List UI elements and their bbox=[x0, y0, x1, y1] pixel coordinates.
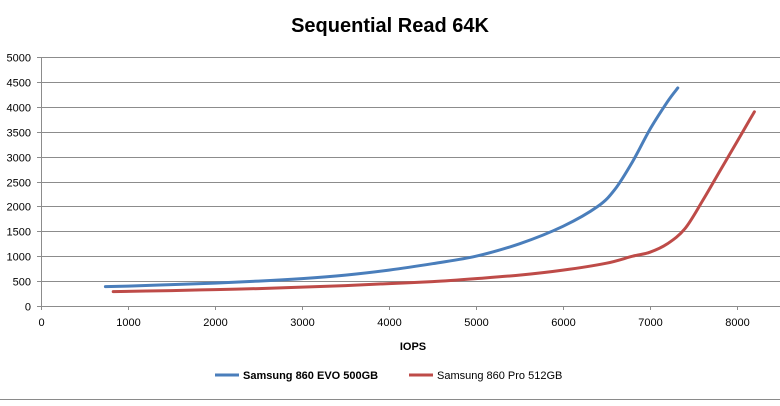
x-tick-label-0: 0 bbox=[38, 317, 44, 329]
series-line-2 bbox=[111, 110, 756, 294]
y-tick-label-3000: 3000 bbox=[7, 153, 31, 165]
axes bbox=[37, 57, 780, 310]
y-tick-label-1500: 1500 bbox=[7, 227, 31, 239]
y-tick-label-0: 0 bbox=[25, 302, 31, 314]
x-tick-label-1000: 1000 bbox=[116, 317, 140, 329]
x-tick-label-7000: 7000 bbox=[638, 317, 662, 329]
y-tick-label-500: 500 bbox=[13, 277, 31, 289]
y-tick-label-1000: 1000 bbox=[7, 252, 31, 264]
legend: Samsung 860 EVO 500GB Samsung 860 Pro 512… bbox=[215, 370, 562, 382]
y-tick-label-5000: 5000 bbox=[7, 53, 31, 65]
series-lines bbox=[103, 86, 756, 294]
x-tick-label-2000: 2000 bbox=[203, 317, 227, 329]
x-tick-labels: 0100020003000400050006000700080009000 bbox=[38, 317, 749, 329]
legend-label-2: Samsung 860 Pro 512GB bbox=[437, 370, 562, 382]
x-axis-label: IOPS bbox=[400, 341, 426, 353]
x-tick-label-5000: 5000 bbox=[464, 317, 488, 329]
grid bbox=[41, 57, 780, 282]
x-tick-label-6000: 6000 bbox=[551, 317, 575, 329]
y-tick-labels: 0 500 1000 1500 2000 2500 3000 3500 4000 4500 5000 bbox=[7, 53, 31, 314]
y-tick-label-3500: 3500 bbox=[7, 128, 31, 140]
legend-label-1: Samsung 860 EVO 500GB bbox=[243, 370, 378, 382]
y-tick-label-2000: 2000 bbox=[7, 202, 31, 214]
x-tick-label-4000: 4000 bbox=[377, 317, 401, 329]
y-tick-label-4500: 4500 bbox=[7, 78, 31, 90]
x-tick-label-8000: 8000 bbox=[725, 317, 749, 329]
x-tick-label-3000: 3000 bbox=[290, 317, 314, 329]
series-line-1 bbox=[103, 86, 680, 289]
chart-title: Sequential Read 64K bbox=[291, 15, 489, 37]
y-tick-label-2500: 2500 bbox=[7, 178, 31, 190]
y-tick-label-4000: 4000 bbox=[7, 103, 31, 115]
